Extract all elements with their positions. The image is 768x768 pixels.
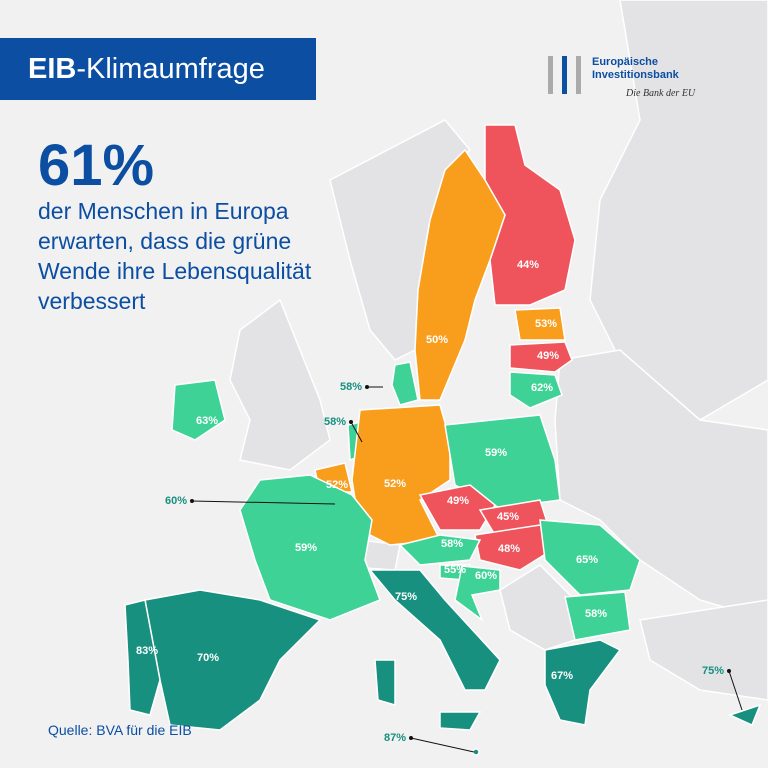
leader-line [728, 670, 743, 711]
logo: Europäische Investitionsbank Die Bank de… [540, 50, 730, 110]
title-bar: EIB-Klimaumfrage [0, 38, 316, 100]
country-value: 58% [340, 381, 362, 393]
leader-dot [727, 669, 731, 673]
country-value: 87% [384, 732, 406, 744]
country-value: 45% [497, 511, 519, 523]
country-value: 50% [426, 334, 448, 346]
country-value: 58% [441, 538, 463, 550]
title-bold: EIB [28, 53, 77, 85]
logo-line1: Europäische [592, 56, 659, 68]
leader-line [410, 737, 475, 753]
country-value: 63% [196, 415, 218, 427]
leader-line [350, 421, 363, 443]
leader-dot [365, 385, 369, 389]
country-value: 53% [535, 318, 557, 330]
country-value: 59% [295, 542, 317, 554]
headline-line: Wende ihre Lebensqualität [38, 258, 312, 284]
headline-line: verbessert [38, 288, 146, 314]
country-value: 65% [576, 554, 598, 566]
country-value: 58% [585, 608, 607, 620]
country-value: 48% [498, 543, 520, 555]
eu-countries [124, 124, 762, 756]
country-value: 44% [517, 259, 539, 271]
country-value: 59% [485, 447, 507, 459]
country-value: 55% [444, 564, 466, 576]
logo-mark [548, 56, 581, 94]
country-value: 70% [197, 652, 219, 664]
country-value: 83% [136, 645, 158, 657]
map-labels: 44% 50% 53% 49% 62% 58% 63% 58% 59% 60% 52% 52% 49% 4… [136, 259, 743, 753]
leader-line [191, 500, 336, 505]
country-value: 49% [537, 350, 559, 362]
country-value: 60% [475, 570, 497, 582]
country-value: 49% [447, 495, 469, 507]
headline-text: der Menschen in Europa erwarten, dass die… [38, 196, 311, 316]
country-value: 62% [531, 382, 553, 394]
country-value: 52% [326, 479, 348, 491]
leader-dot [190, 499, 194, 503]
country-value: 58% [324, 416, 346, 428]
headline-line: erwarten, dass die grüne [38, 228, 292, 254]
headline: 61% der Menschen in Europa erwarten, dass… [38, 136, 311, 316]
non-eu-land [229, 0, 768, 701]
country-value: 60% [165, 495, 187, 507]
logo-tagline: Die Bank der EU [626, 88, 696, 99]
logo-line2: Investitionsbank [592, 69, 679, 81]
source: Quelle: BVA für die EIB [48, 722, 192, 738]
headline-number: 61% [38, 133, 155, 198]
country-value: 75% [702, 665, 724, 677]
leader-dot [349, 420, 353, 424]
headline-line: der Menschen in Europa [38, 198, 289, 224]
leader-dot [409, 736, 413, 740]
country-value: 52% [384, 478, 406, 490]
country-value: 67% [551, 670, 573, 682]
country-value: 75% [395, 591, 417, 603]
title-rest: -Klimaumfrage [76, 53, 265, 85]
